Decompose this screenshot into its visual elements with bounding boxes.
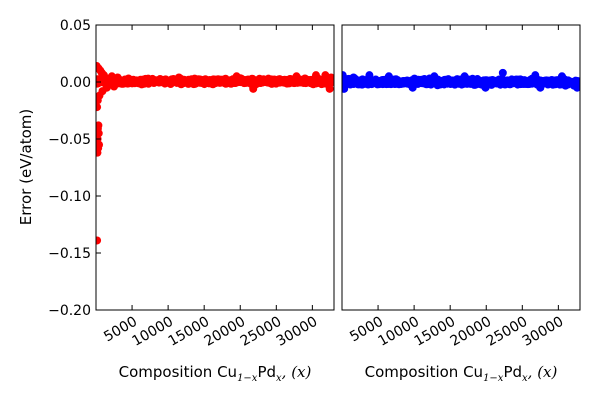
right-outlier-point [557, 72, 566, 81]
right-data-point [418, 77, 427, 86]
left-outlier-point [113, 73, 122, 82]
right-data-point [470, 79, 479, 88]
right-x-tick-label: 25000 [484, 314, 531, 350]
left-y-ticks: −0.20 −0.15 −0.10 −0.05 0.00 0.05 [48, 18, 101, 319]
left-y-tick-label: 0.05 [60, 18, 91, 34]
left-outlier-point [110, 82, 119, 91]
left-outlier-point [325, 84, 334, 93]
left-outlier-point [327, 73, 334, 82]
left-data-point [165, 76, 174, 85]
right-outlier-point [365, 71, 374, 80]
right-plot-area [342, 68, 580, 93]
right-x-tick-label: 15000 [412, 314, 459, 350]
right-outlier-point [481, 83, 490, 92]
left-outlier-point [99, 71, 108, 80]
right-outlier-point [342, 84, 349, 93]
right-data-point [357, 77, 366, 86]
left-y-tick-label: −0.15 [48, 246, 91, 262]
left-outlier-point [249, 84, 258, 93]
left-outlier-point [292, 72, 301, 81]
right-outlier-point [536, 83, 545, 92]
left-outlier-point [96, 103, 102, 112]
right-data-point [376, 78, 385, 87]
left-outlier-point [96, 236, 102, 245]
right-x-tick-label: 30000 [520, 314, 567, 350]
left-x-axis-label: Composition Cu1−xPdx, (x) [119, 363, 312, 384]
left-data-point [152, 77, 161, 86]
left-data-point [137, 77, 146, 86]
left-y-tick-label: −0.05 [48, 132, 91, 148]
right-outlier-point [531, 71, 540, 80]
right-outlier-point [430, 72, 439, 81]
right-data-point [519, 77, 528, 86]
left-data-point [145, 76, 154, 85]
left-data-point [218, 77, 227, 86]
left-x-tick-label: 30000 [274, 314, 321, 350]
right-data-point [550, 78, 559, 87]
right-data-point [513, 78, 522, 87]
right-outlier-point [342, 71, 347, 80]
right-x-tick-label: 10000 [376, 314, 423, 350]
left-data-point [198, 78, 207, 87]
left-data-point [276, 77, 285, 86]
left-points [96, 62, 334, 245]
right-x-tick-label: 20000 [448, 314, 495, 350]
left-data-point [247, 76, 256, 85]
left-y-tick-label: 0.00 [60, 75, 91, 91]
left-outlier-point [96, 121, 103, 130]
left-y-tick-label: −0.10 [48, 189, 91, 205]
right-data-point [434, 78, 443, 87]
left-data-point [308, 78, 317, 87]
left-outlier-point [102, 83, 111, 92]
right-outlier-point [349, 73, 358, 82]
left-data-point [211, 78, 220, 87]
right-data-point [369, 77, 378, 86]
right-x-axis-label: Composition Cu1−xPdx, (x) [365, 363, 558, 384]
left-x-tick-label: 10000 [130, 314, 177, 350]
right-points [342, 68, 580, 93]
right-plot-frame [341, 24, 581, 311]
right-outlier-point [460, 72, 469, 81]
right-outlier-point [384, 72, 393, 81]
left-data-point [203, 79, 212, 88]
y-axis-label: Error (eV/atom) [17, 109, 35, 225]
right-outlier-point [573, 83, 580, 92]
left-data-point [126, 77, 135, 86]
right-data-point [343, 77, 352, 86]
left-x-tick-label: 25000 [238, 314, 285, 350]
right-data-point [506, 76, 515, 85]
left-plot-frame [95, 24, 335, 311]
left-x-tick-label: 20000 [202, 314, 249, 350]
left-data-point [257, 78, 266, 87]
left-x-tick-label: 15000 [166, 314, 213, 350]
right-data-point [543, 79, 552, 88]
left-y-tick-label: −0.20 [48, 303, 91, 319]
left-plot-area [96, 62, 334, 245]
right-data-point [444, 75, 453, 84]
right-data-point [489, 78, 498, 87]
left-outlier-point [96, 140, 104, 149]
left-data-point [286, 76, 295, 85]
right-data-point [391, 75, 400, 84]
right-outlier-point [408, 83, 417, 92]
right-outlier-point [498, 68, 507, 77]
left-outlier-point [174, 73, 183, 82]
left-outlier-point [232, 72, 241, 81]
right-data-point [499, 78, 508, 87]
left-outlier-point [311, 71, 320, 80]
